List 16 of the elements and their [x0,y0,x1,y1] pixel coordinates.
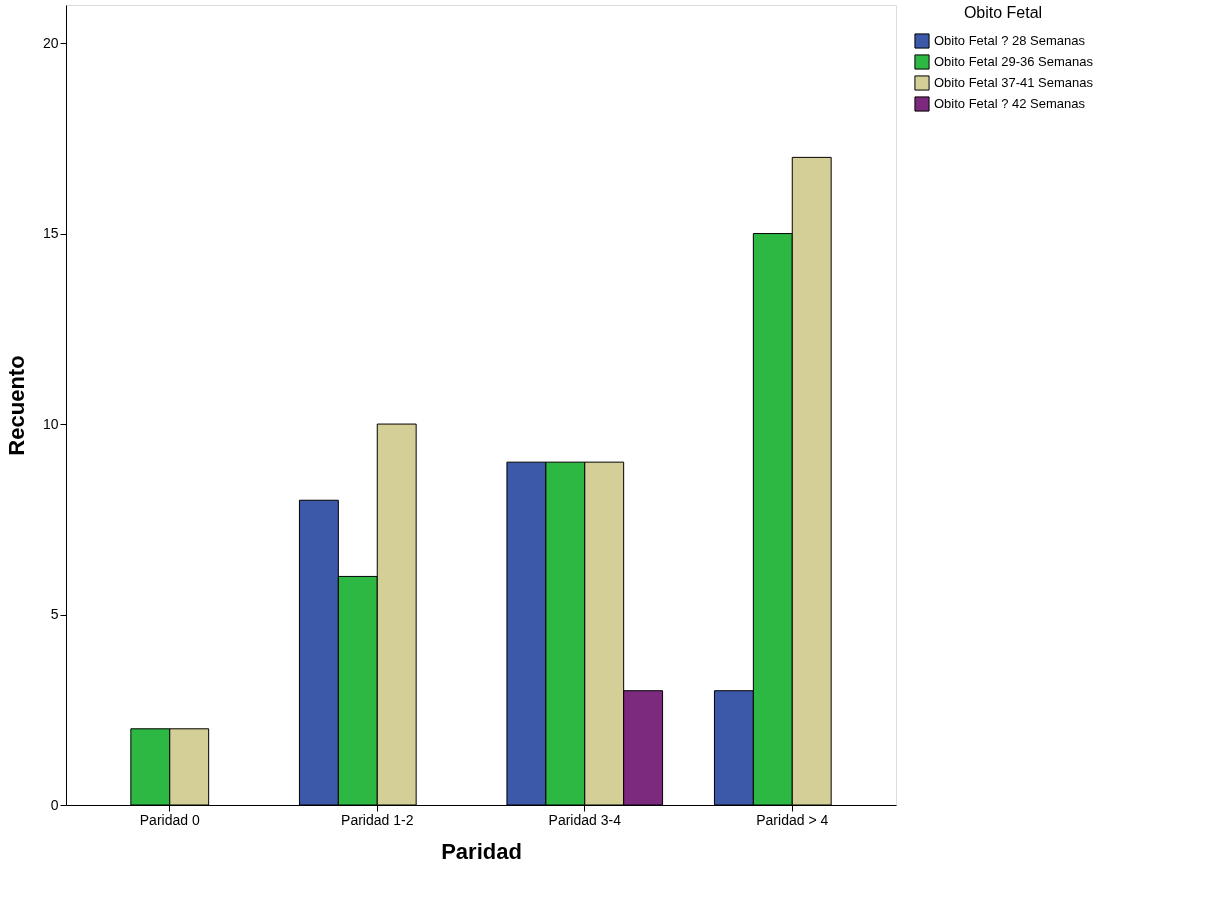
y-tick-label: 0 [50,796,59,813]
y-tick-label: 10 [42,415,59,432]
legend-label: Obito Fetal 29-36 Semanas [934,54,1094,69]
y-tick-label: 20 [42,34,59,51]
x-axis-title: Paridad [441,838,522,864]
legend-title: Obito Fetal [963,4,1043,21]
x-tick-label: Paridad 1-2 [341,811,414,828]
y-tick-label: 15 [42,225,59,242]
y-tick-label: 5 [50,606,59,623]
legend-label: Obito Fetal ? 42 Semanas [934,96,1086,111]
y-axis-title: Recuento [3,355,29,456]
legend-label: Obito Fetal 37-41 Semanas [934,75,1094,90]
legend-label: Obito Fetal ? 28 Semanas [934,33,1086,48]
x-tick-label: Paridad 3-4 [548,811,622,828]
x-tick-label: Paridad 0 [139,811,200,828]
x-tick-label: Paridad > 4 [756,811,829,828]
